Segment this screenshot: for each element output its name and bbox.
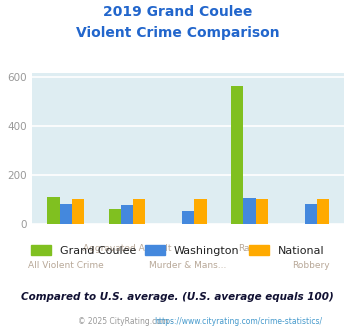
Text: https://www.cityrating.com/crime-statistics/: https://www.cityrating.com/crime-statist… [154, 317, 323, 326]
Text: 2019 Grand Coulee: 2019 Grand Coulee [103, 5, 252, 19]
Bar [194, 199, 207, 224]
Text: Violent Crime Comparison: Violent Crime Comparison [76, 26, 279, 40]
Bar [231, 86, 243, 224]
Bar [133, 199, 145, 224]
Bar [47, 197, 60, 224]
Bar [60, 204, 72, 224]
Text: Robbery: Robbery [292, 260, 329, 270]
Text: All Violent Crime: All Violent Crime [28, 260, 104, 270]
Text: Aggravated Assault: Aggravated Assault [83, 244, 171, 253]
Bar [256, 199, 268, 224]
Bar [109, 209, 121, 224]
Bar [317, 199, 329, 224]
Text: Compared to U.S. average. (U.S. average equals 100): Compared to U.S. average. (U.S. average … [21, 292, 334, 302]
Bar [121, 205, 133, 224]
Bar [243, 198, 256, 224]
Text: Rape: Rape [238, 244, 261, 253]
Bar [182, 211, 194, 224]
Bar [72, 199, 84, 224]
Text: © 2025 CityRating.com -: © 2025 CityRating.com - [78, 317, 176, 326]
Bar [305, 204, 317, 224]
Legend: Grand Coulee, Washington, National: Grand Coulee, Washington, National [27, 241, 328, 260]
Text: Murder & Mans...: Murder & Mans... [149, 260, 227, 270]
